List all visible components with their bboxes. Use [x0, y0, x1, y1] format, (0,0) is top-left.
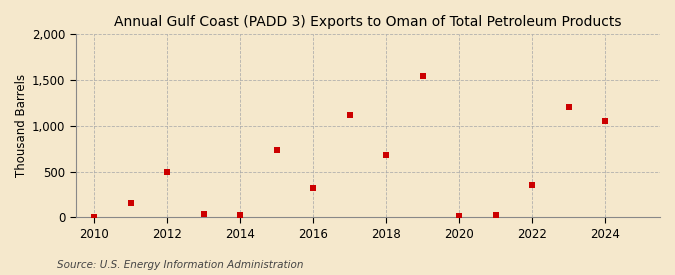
Point [344, 113, 355, 117]
Point [417, 74, 428, 79]
Point [454, 214, 464, 219]
Point [527, 183, 538, 187]
Point [126, 201, 136, 205]
Point [381, 152, 392, 157]
Point [235, 212, 246, 217]
Point [490, 213, 501, 217]
Text: Source: U.S. Energy Information Administration: Source: U.S. Energy Information Administ… [57, 260, 304, 270]
Point [162, 170, 173, 175]
Point [271, 148, 282, 152]
Point [564, 104, 574, 109]
Y-axis label: Thousand Barrels: Thousand Barrels [15, 74, 28, 177]
Point [198, 212, 209, 216]
Point [308, 185, 319, 190]
Title: Annual Gulf Coast (PADD 3) Exports to Oman of Total Petroleum Products: Annual Gulf Coast (PADD 3) Exports to Om… [114, 15, 622, 29]
Point [600, 119, 611, 123]
Point [89, 215, 100, 219]
